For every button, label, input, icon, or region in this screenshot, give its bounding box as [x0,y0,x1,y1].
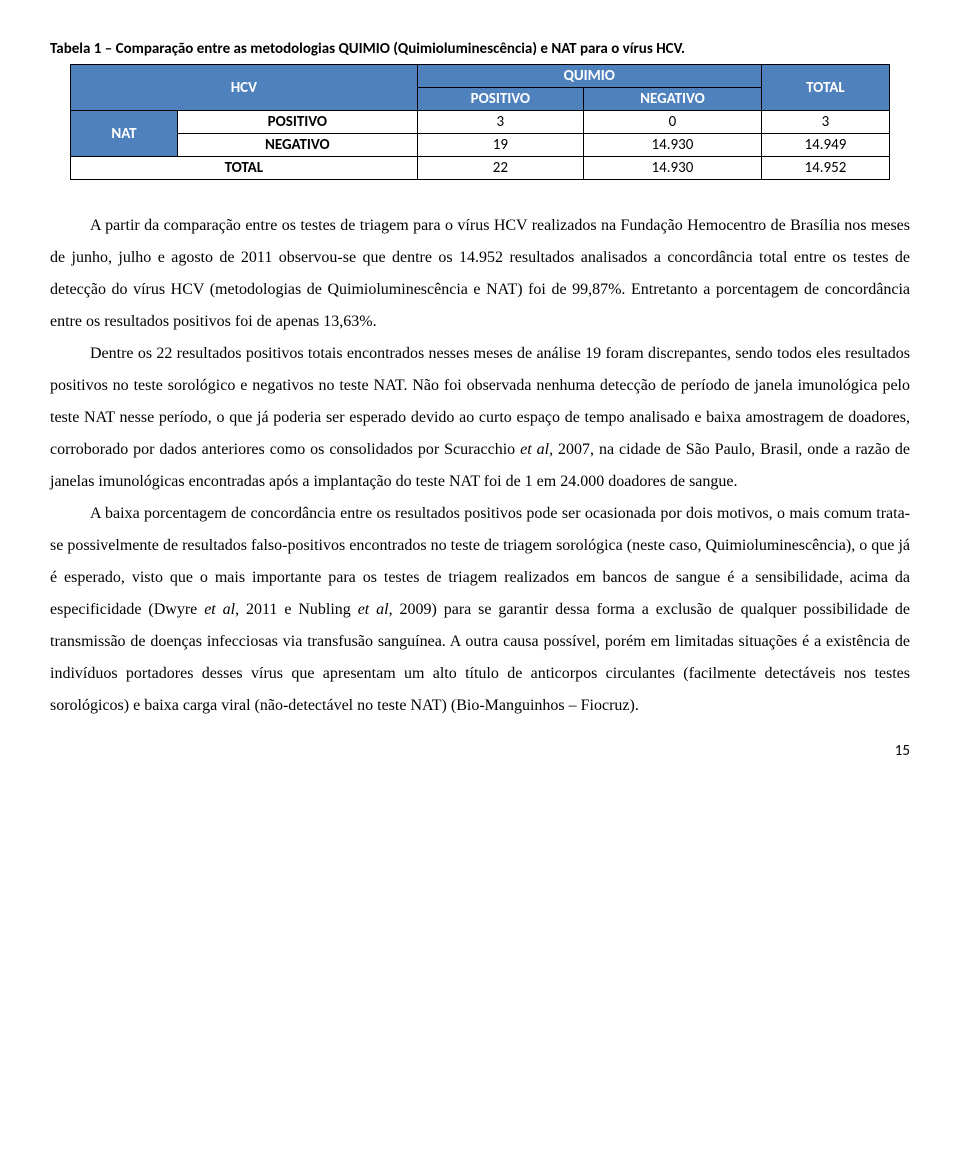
cell-pos-neg: 0 [584,111,762,134]
cell-pos-pos: 3 [417,111,583,134]
page-number: 15 [50,742,910,760]
paragraph-2: Dentre os 22 resultados positivos totais… [50,338,910,498]
p3-text-b: , 2011 e Nubling [235,601,358,618]
col-total: TOTAL [761,65,889,111]
cell-total-pos: 22 [417,157,583,180]
cell-pos-total: 3 [761,111,889,134]
row-header-hcv: HCV [71,65,418,111]
comparison-table: HCV QUIMIO TOTAL POSITIVO NEGATIVO NAT P… [70,64,890,180]
cell-neg-total: 14.949 [761,134,889,157]
row-group-nat: NAT [71,111,178,157]
p3-italic-2: et al [358,601,389,618]
body-text: A partir da comparação entre os testes d… [50,210,910,722]
table-caption: Tabela 1 – Comparação entre as metodolog… [50,40,910,58]
paragraph-3: A baixa porcentagem de concordância entr… [50,498,910,722]
p2-italic-1: et al, [520,441,553,458]
paragraph-1: A partir da comparação entre os testes d… [50,210,910,338]
cell-total-neg: 14.930 [584,157,762,180]
cell-total-total: 14.952 [761,157,889,180]
cell-neg-pos: 19 [417,134,583,157]
row-label-positivo: POSITIVO [178,111,418,134]
row-label-total: TOTAL [71,157,418,180]
subcol-positivo: POSITIVO [417,88,583,111]
p3-italic-1: et al [204,601,235,618]
col-group-quimio: QUIMIO [417,65,761,88]
cell-neg-neg: 14.930 [584,134,762,157]
p1-text: A partir da comparação entre os testes d… [50,217,910,330]
row-label-negativo: NEGATIVO [178,134,418,157]
subcol-negativo: NEGATIVO [584,88,762,111]
